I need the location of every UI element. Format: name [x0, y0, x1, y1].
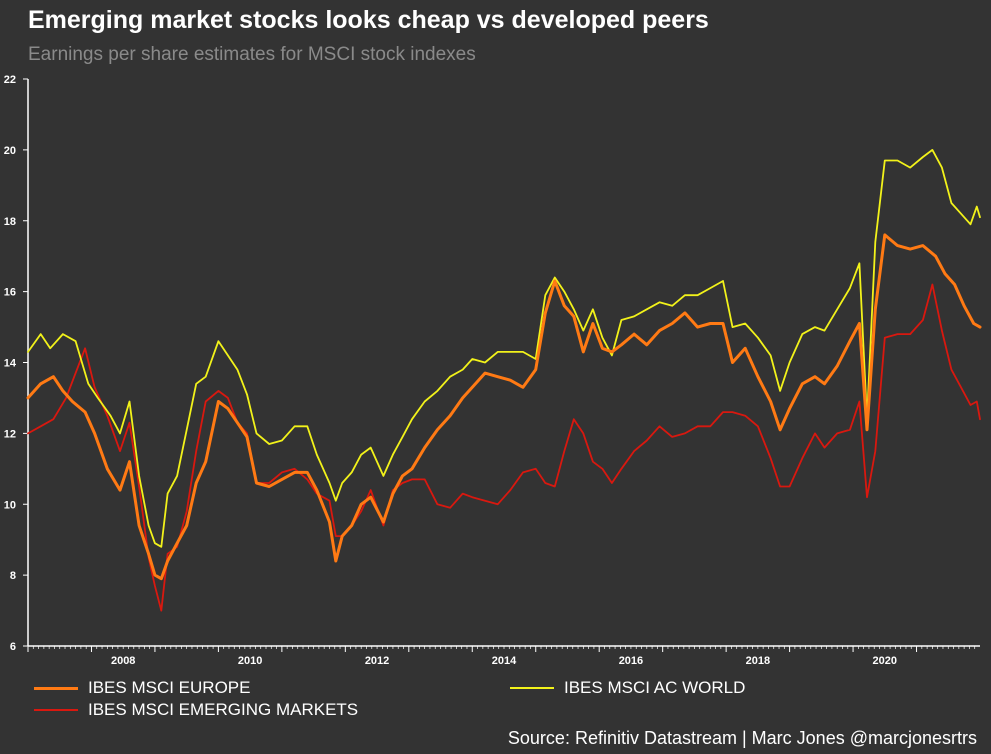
chart-subtitle: Earnings per share estimates for MSCI st… — [28, 44, 476, 65]
y-tick-label: 20 — [4, 145, 16, 157]
series-line-ibes-msci-europe — [26, 233, 982, 581]
legend-item-emerging: IBES MSCI EMERGING MARKETS — [34, 700, 358, 720]
legend-label-world: IBES MSCI AC WORLD — [564, 678, 746, 697]
y-tick-label: 6 — [10, 641, 16, 653]
legend-item-world: IBES MSCI AC WORLD — [510, 678, 745, 698]
x-tick-label: 2010 — [238, 655, 262, 667]
y-tick-label: 18 — [4, 216, 16, 228]
x-tick-label: 2014 — [492, 655, 517, 667]
legend-label-europe: IBES MSCI EUROPE — [88, 678, 251, 697]
legend-label-emerging: IBES MSCI EMERGING MARKETS — [88, 700, 359, 719]
y-tick-label: 16 — [4, 287, 16, 299]
legend-swatch-emerging — [34, 709, 78, 711]
series-line-ibes-msci-ac-world — [27, 149, 981, 548]
x-tick-label: 2020 — [873, 655, 897, 667]
y-tick-label: 8 — [10, 570, 16, 582]
x-tick-label: 2018 — [746, 655, 770, 667]
series-line-ibes-msci-emerging-markets — [27, 283, 981, 612]
legend-item-europe: IBES MSCI EUROPE — [34, 678, 250, 698]
y-tick-label: 14 — [4, 358, 17, 370]
legend-swatch-europe — [34, 686, 78, 690]
chart-title: Emerging market stocks looks cheap vs de… — [28, 6, 709, 34]
source-credit: Source: Refinitiv Datastream | Marc Jone… — [507, 728, 977, 748]
y-tick-label: 22 — [4, 74, 16, 86]
y-tick-label: 12 — [4, 428, 16, 440]
legend-swatch-world — [510, 687, 554, 689]
x-tick-label: 2008 — [111, 655, 135, 667]
x-tick-label: 2012 — [365, 655, 389, 667]
chart-legend: IBES MSCI EUROPE IBES MSCI AC WORLD IBES… — [0, 676, 991, 726]
chart-series — [26, 149, 982, 612]
x-tick-label: 2016 — [619, 655, 643, 667]
chart-axes: 6 8 10 12 14 16 18 20 22 2008 2010 2012 2014 2016 2018… — [4, 74, 980, 667]
y-tick-label: 10 — [4, 499, 16, 511]
